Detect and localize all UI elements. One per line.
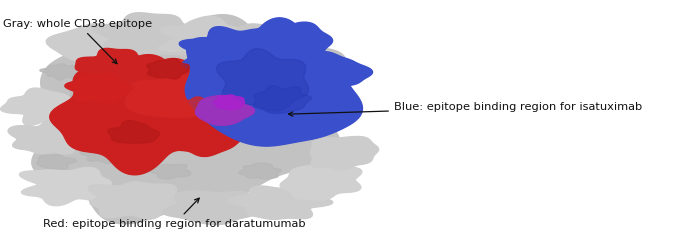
Polygon shape (218, 24, 300, 60)
Text: Red: epitope binding region for daratumumab: Red: epitope binding region for daratumu… (43, 198, 306, 229)
Polygon shape (108, 121, 160, 143)
Polygon shape (19, 168, 115, 206)
Polygon shape (292, 52, 373, 89)
Polygon shape (8, 120, 88, 154)
Polygon shape (40, 64, 80, 80)
Polygon shape (50, 55, 253, 175)
Polygon shape (88, 182, 190, 219)
Polygon shape (104, 69, 142, 83)
Polygon shape (216, 49, 309, 111)
Polygon shape (94, 13, 210, 57)
Text: Blue: epitope binding region for isatuximab: Blue: epitope binding region for isatuxi… (288, 102, 642, 116)
Polygon shape (70, 88, 110, 104)
Polygon shape (283, 88, 319, 102)
Polygon shape (65, 74, 132, 103)
Polygon shape (37, 155, 76, 169)
Polygon shape (219, 64, 258, 79)
Polygon shape (240, 22, 332, 63)
Polygon shape (295, 121, 334, 136)
Polygon shape (179, 27, 290, 79)
Polygon shape (177, 97, 219, 118)
Polygon shape (253, 86, 311, 113)
Polygon shape (159, 16, 245, 59)
Polygon shape (195, 95, 255, 125)
Polygon shape (151, 164, 190, 179)
Polygon shape (228, 186, 333, 219)
Polygon shape (147, 59, 189, 79)
Polygon shape (165, 116, 243, 156)
Polygon shape (162, 191, 258, 225)
Polygon shape (47, 24, 158, 75)
Polygon shape (80, 147, 122, 163)
Polygon shape (32, 15, 346, 224)
Polygon shape (1, 88, 86, 125)
Polygon shape (75, 48, 159, 84)
Polygon shape (276, 101, 355, 135)
Polygon shape (186, 18, 362, 146)
Text: Gray: whole CD38 epitope: Gray: whole CD38 epitope (3, 19, 153, 64)
Polygon shape (239, 163, 281, 179)
Polygon shape (310, 137, 379, 170)
Polygon shape (117, 59, 236, 118)
Polygon shape (214, 95, 245, 110)
Polygon shape (280, 161, 362, 200)
